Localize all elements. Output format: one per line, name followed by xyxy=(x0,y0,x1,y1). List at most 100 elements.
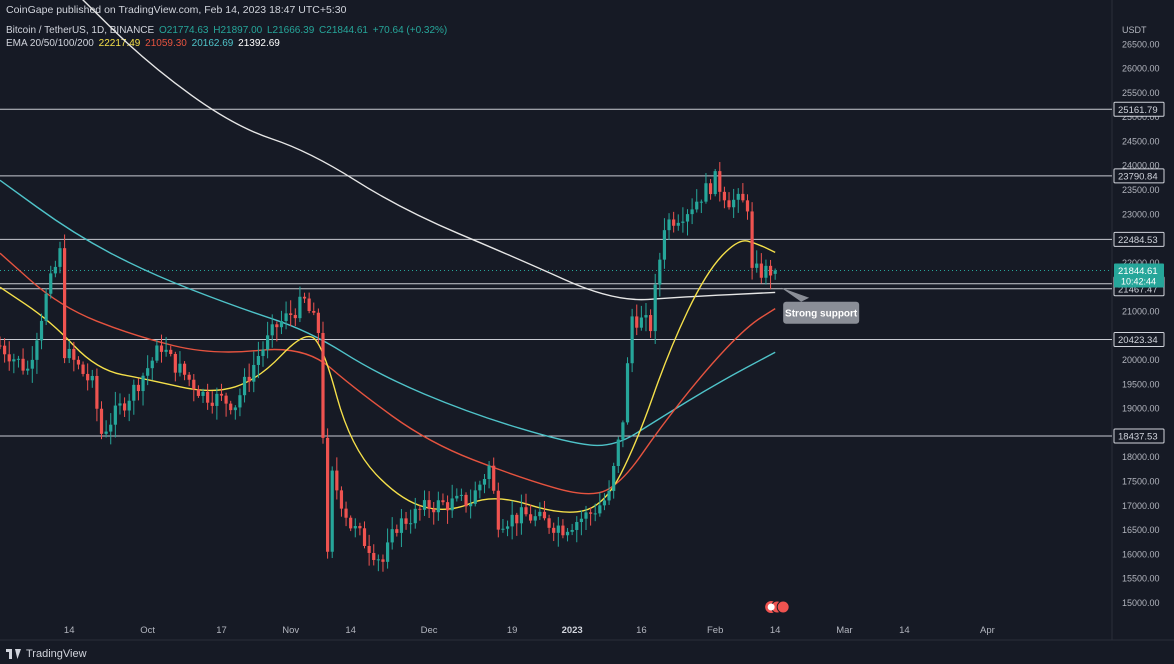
candle xyxy=(722,191,727,201)
candle xyxy=(159,345,164,352)
level-price-box xyxy=(1113,231,1165,247)
y-tick-label: 20000.00 xyxy=(1122,355,1160,365)
candle xyxy=(404,518,408,524)
candle xyxy=(639,317,643,328)
candle xyxy=(598,505,602,514)
candle xyxy=(450,498,454,511)
event-flag-icon xyxy=(776,600,790,614)
candle xyxy=(584,512,588,519)
candle xyxy=(492,465,496,491)
candle xyxy=(672,219,676,226)
y-tick-label: 25000.00 xyxy=(1122,112,1160,122)
candle xyxy=(298,296,302,319)
annotation-label: Strong support xyxy=(785,308,858,319)
candle xyxy=(482,478,487,485)
candle xyxy=(524,507,528,515)
x-tick-label: Apr xyxy=(980,625,995,636)
candle xyxy=(478,484,482,491)
candle xyxy=(81,364,85,374)
x-tick-label: Mar xyxy=(836,625,852,636)
candle xyxy=(529,514,533,521)
candle xyxy=(515,514,519,524)
candle xyxy=(95,375,99,409)
x-tick-label: 14 xyxy=(345,625,356,636)
candle xyxy=(390,529,394,543)
candle xyxy=(293,314,297,319)
candle xyxy=(648,315,653,332)
candle xyxy=(21,358,25,371)
candle xyxy=(30,359,34,369)
candle xyxy=(745,200,750,212)
candle xyxy=(565,531,570,536)
ema100-value: 20162.69 xyxy=(191,38,234,49)
ema20-line xyxy=(0,240,776,513)
candle xyxy=(445,502,450,511)
candle xyxy=(708,183,713,195)
candle xyxy=(469,503,473,507)
ema50-value: 21059.30 xyxy=(145,38,187,49)
candle xyxy=(367,545,371,553)
candle xyxy=(35,340,39,360)
candle xyxy=(616,439,620,466)
candle xyxy=(750,211,754,268)
candle xyxy=(141,375,145,392)
candle xyxy=(436,500,440,513)
candles-group xyxy=(0,162,777,572)
candle xyxy=(90,375,94,381)
event-flag-icon xyxy=(767,603,775,611)
candle xyxy=(173,353,177,373)
candle xyxy=(238,395,242,408)
candle xyxy=(699,201,703,203)
candle xyxy=(542,511,547,519)
candle xyxy=(261,349,265,356)
x-tick-label: 2023 xyxy=(562,625,583,636)
candle xyxy=(399,518,404,533)
candle xyxy=(256,355,260,365)
candle xyxy=(487,465,491,479)
countdown-label: 10:42:44 xyxy=(1121,276,1156,286)
y-tick-label: 26500.00 xyxy=(1122,39,1160,49)
candle xyxy=(685,214,690,222)
x-tick-label: 14 xyxy=(770,625,781,636)
y-tick-label: 23500.00 xyxy=(1122,185,1160,195)
ema-legend: EMA 20/50/100/200 22217.49 21059.30 2016… xyxy=(6,38,282,49)
candle xyxy=(422,500,427,510)
candle xyxy=(538,511,542,517)
level-price-label: 18437.53 xyxy=(1118,431,1158,442)
x-tick-label: Nov xyxy=(282,625,299,636)
candle xyxy=(644,315,648,318)
y-tick-label: 17000.00 xyxy=(1122,501,1160,511)
candle xyxy=(215,393,219,406)
candle xyxy=(136,384,141,392)
tradingview-logo[interactable]: TradingView xyxy=(6,648,87,660)
y-tick-label: 21000.00 xyxy=(1122,306,1160,316)
candle xyxy=(501,528,505,530)
candle xyxy=(58,248,62,267)
candle xyxy=(413,508,417,524)
candle xyxy=(178,363,182,373)
level-price-box xyxy=(1113,168,1165,184)
candle xyxy=(53,266,57,274)
y-tick-label: 17500.00 xyxy=(1122,477,1160,487)
symbol-name: Bitcoin / TetherUS, 1D, BINANCE xyxy=(6,25,155,36)
level-price-box xyxy=(1113,101,1165,117)
candle xyxy=(284,313,288,322)
candle xyxy=(690,209,694,215)
candle xyxy=(635,316,639,328)
ohlc-open: O21774.63 xyxy=(158,25,209,36)
level-price-label: 22484.53 xyxy=(1118,235,1158,246)
candle xyxy=(233,407,237,411)
x-tick-label: 17 xyxy=(216,625,227,636)
candle xyxy=(349,517,353,529)
candle xyxy=(122,403,127,411)
candle xyxy=(229,403,233,411)
candle xyxy=(662,230,667,260)
candle xyxy=(302,296,307,299)
candle xyxy=(432,508,436,513)
y-tick-label: 15500.00 xyxy=(1122,574,1160,584)
candle xyxy=(344,508,348,518)
candle xyxy=(109,424,113,432)
candle xyxy=(266,335,270,350)
candle xyxy=(146,368,150,376)
